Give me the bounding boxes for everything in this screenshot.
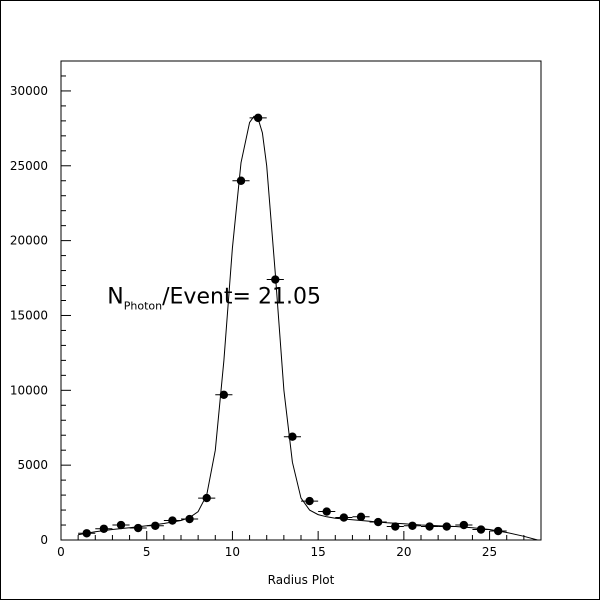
- point-marker: [408, 521, 417, 530]
- data-point: [386, 522, 404, 531]
- x-tick-label: 5: [143, 545, 151, 559]
- y-tick-label: 5000: [17, 458, 48, 472]
- data-point: [301, 496, 319, 506]
- point-marker: [425, 522, 434, 531]
- data-point: [78, 529, 96, 538]
- data-point: [421, 522, 439, 531]
- point-marker: [442, 522, 451, 531]
- point-marker: [202, 493, 211, 503]
- point-marker: [185, 514, 194, 524]
- point-marker: [322, 507, 331, 516]
- data-point: [318, 507, 336, 516]
- data-point: [112, 520, 130, 530]
- point-marker: [219, 390, 229, 400]
- data-point: [181, 514, 199, 524]
- point-marker: [373, 517, 383, 527]
- data-point: [489, 526, 507, 536]
- fit-curve: [78, 115, 538, 541]
- x-tick-label: 15: [311, 545, 326, 559]
- point-marker: [236, 176, 246, 185]
- x-tick-label: 25: [482, 545, 497, 559]
- x-axis-title: Radius Plot: [268, 573, 335, 587]
- y-tick-label: 25000: [10, 159, 48, 173]
- annotation-subscript: Photon: [124, 299, 162, 312]
- data-point: [146, 521, 164, 530]
- point-marker: [116, 520, 126, 530]
- x-axis: 0 5 10 15 20 25: [57, 531, 525, 559]
- x-tick-label: 0: [57, 545, 65, 559]
- data-point: [198, 493, 216, 503]
- y-tick-label: 0: [40, 533, 48, 547]
- point-marker: [288, 432, 297, 441]
- y-tick-label: 20000: [10, 234, 48, 248]
- annotation-value: /Event= 21.05: [162, 284, 321, 309]
- point-marker: [476, 525, 486, 534]
- point-marker: [271, 275, 280, 284]
- data-point: [369, 517, 387, 527]
- point-marker: [459, 520, 469, 530]
- data-point: [335, 513, 353, 522]
- x-tick-label: 10: [225, 545, 240, 559]
- photon-per-event-annotation: NPhoton/Event= 21.05: [107, 284, 321, 312]
- data-point: [403, 521, 421, 530]
- data-point: [95, 524, 113, 533]
- data-point: [249, 113, 267, 123]
- y-tick-label: 10000: [10, 383, 48, 397]
- point-marker: [305, 496, 314, 506]
- point-marker: [151, 521, 160, 530]
- point-marker: [168, 516, 177, 525]
- point-marker: [391, 522, 400, 531]
- data-point: [455, 520, 473, 530]
- data-point: [232, 176, 250, 185]
- data-point: [283, 432, 301, 441]
- y-axis: 0 5000 10000 15000 20000 25000 30000: [10, 75, 71, 547]
- data-point: [215, 390, 233, 400]
- data-point: [472, 525, 490, 534]
- data-point: [352, 512, 370, 521]
- point-marker: [356, 512, 366, 521]
- point-marker: [493, 526, 503, 536]
- point-marker: [99, 524, 109, 533]
- annotation-main: N: [107, 284, 123, 309]
- data-point: [163, 516, 181, 525]
- point-marker: [253, 113, 263, 123]
- data-point: [266, 275, 284, 284]
- data-point: [129, 523, 147, 533]
- x-tick-label: 20: [396, 545, 411, 559]
- data-point: [438, 522, 456, 531]
- data-points: [78, 113, 507, 538]
- y-tick-label: 30000: [10, 84, 48, 98]
- point-marker: [82, 529, 91, 538]
- point-marker: [133, 523, 143, 533]
- y-tick-label: 15000: [10, 308, 48, 322]
- point-marker: [339, 513, 349, 522]
